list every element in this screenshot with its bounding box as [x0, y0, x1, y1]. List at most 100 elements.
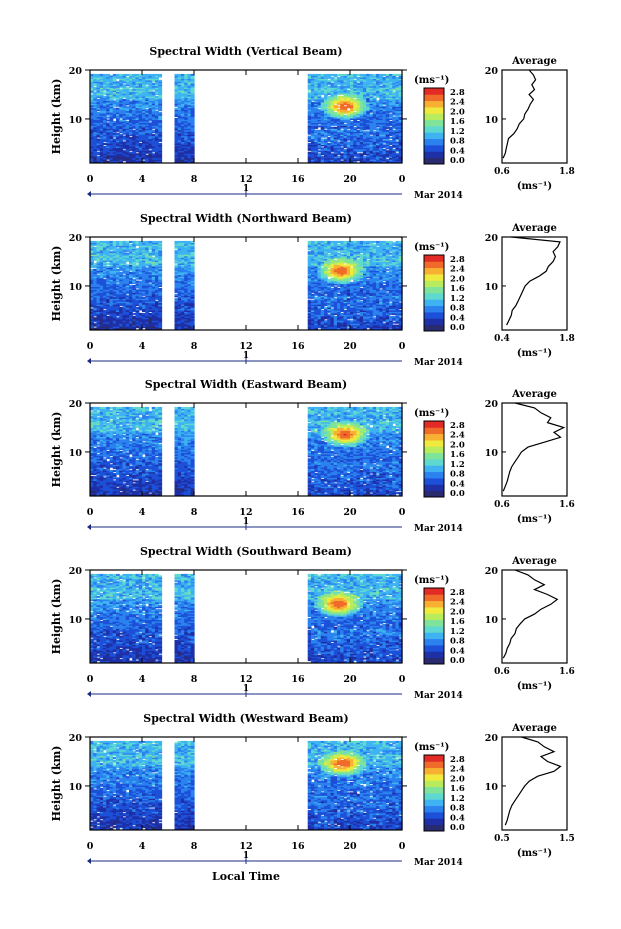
heatmap-cell: [112, 154, 117, 157]
heatmap-cell: [119, 112, 124, 115]
heatmap-cell: [184, 153, 189, 156]
heatmap-cell: [148, 138, 153, 141]
heatmap-cell: [135, 109, 140, 112]
heatmap-cell: [177, 87, 182, 90]
heatmap-cell: [177, 106, 182, 109]
heatmap-cell: [90, 87, 94, 90]
heatmap-cell: [132, 78, 137, 81]
heatmap-cell: [181, 110, 185, 113]
heatmap-cell: [187, 106, 192, 109]
heatmap-cell: [142, 122, 146, 125]
heatmap-cell: [177, 134, 182, 137]
heatmap-cell: [112, 73, 117, 76]
heatmap-cell: [119, 110, 124, 113]
heatmap-cell: [129, 123, 133, 126]
heatmap-cell: [145, 148, 150, 151]
heatmap-cell: [132, 100, 137, 103]
heatmap-cell: [119, 73, 124, 76]
heatmap-cell: [116, 117, 120, 121]
heatmap-cell: [184, 141, 189, 144]
heatmap-cell: [135, 81, 140, 84]
heatmap-cell: [138, 138, 143, 141]
heatmap-cell: [184, 106, 189, 109]
heatmap-cell: [112, 90, 117, 93]
heatmap-cell: [96, 128, 101, 131]
panel-1: Spectral Width (Vertical Beam)Height (km…: [50, 45, 575, 201]
heatmap-cell: [116, 157, 120, 160]
heatmap-cell: [181, 160, 185, 163]
heatmap-cell: [181, 122, 185, 125]
heatmap-cell: [151, 115, 156, 118]
heatmap-cell: [142, 85, 146, 88]
heatmap-cell: [99, 141, 104, 144]
heatmap-cell: [174, 137, 179, 140]
heatmap-cell: [132, 103, 137, 106]
heatmap-cell: [103, 76, 107, 79]
heatmap-cell: [129, 129, 133, 132]
heatmap-cell: [125, 98, 130, 101]
heatmap-cell: [122, 150, 127, 153]
heatmap-cell: [184, 120, 189, 123]
heatmap-cell: [99, 138, 104, 141]
heatmap-cell: [145, 78, 150, 81]
heatmap-cell: [155, 103, 159, 106]
heatmap-cell: [155, 81, 159, 84]
heatmap-cell: [155, 93, 159, 96]
heatmap-cell: [145, 134, 150, 137]
heatmap-cell: [125, 88, 130, 91]
heatmap-cell: [122, 147, 127, 150]
heatmap-cell: [93, 95, 98, 99]
heatmap-cell: [138, 115, 143, 118]
heatmap-cell: [103, 147, 107, 150]
heatmap-cell: [138, 129, 143, 132]
heatmap-cell: [155, 76, 159, 79]
heatmap-cell: [109, 145, 114, 148]
heatmap-cell: [177, 122, 182, 125]
heatmap-cell: [96, 120, 101, 123]
heatmap-cell: [155, 139, 159, 143]
heatmap-cell: [135, 110, 140, 113]
heatmap-cell: [142, 100, 146, 103]
heatmap-cell: [158, 125, 163, 128]
heatmap-cell: [129, 119, 133, 122]
heatmap-cell: [174, 131, 179, 134]
heatmap-cell: [119, 157, 124, 160]
heatmap-cell: [99, 101, 104, 104]
heatmap-cell: [125, 115, 130, 118]
heatmap-cell: [99, 82, 104, 85]
heatmap-cell: [119, 120, 124, 123]
heatmap-cell: [132, 154, 137, 157]
date-label: Mar 2014: [414, 191, 463, 201]
heatmap-cell: [148, 156, 153, 159]
heatmap-cell: [145, 116, 150, 119]
heatmap-cell: [135, 104, 140, 107]
heatmap-cell: [116, 113, 120, 116]
heatmap-cell: [158, 153, 163, 156]
heatmap-cell: [158, 122, 163, 125]
heatmap-cell: [135, 98, 140, 101]
heatmap-cell: [148, 103, 153, 106]
heatmap-cell: [106, 126, 111, 129]
heatmap-cell: [90, 97, 94, 100]
heatmap-cell: [138, 88, 143, 91]
heatmap-cell: [103, 113, 107, 116]
heatmap-cell: [106, 131, 111, 134]
heatmap-cell: [106, 154, 111, 157]
heatmap-cell: [103, 107, 107, 110]
heatmap-cell: [90, 115, 94, 118]
heatmap-cell: [90, 120, 94, 123]
heatmap-cell: [112, 148, 117, 151]
heatmap-cell: [122, 95, 127, 99]
heatmap-cell: [125, 101, 130, 104]
heatmap-cell: [145, 73, 150, 76]
heatmap-cell: [112, 110, 117, 113]
x-tick-label: 8: [191, 174, 198, 185]
heatmap-cell: [116, 94, 120, 97]
heatmap-cell: [135, 128, 140, 131]
heatmap-cell: [109, 117, 114, 121]
heatmap-cell: [109, 79, 114, 82]
heatmap-cell: [90, 79, 94, 82]
heatmap-cell: [109, 91, 114, 94]
heatmap-cell: [148, 88, 153, 91]
heatmap-cell: [145, 115, 150, 118]
